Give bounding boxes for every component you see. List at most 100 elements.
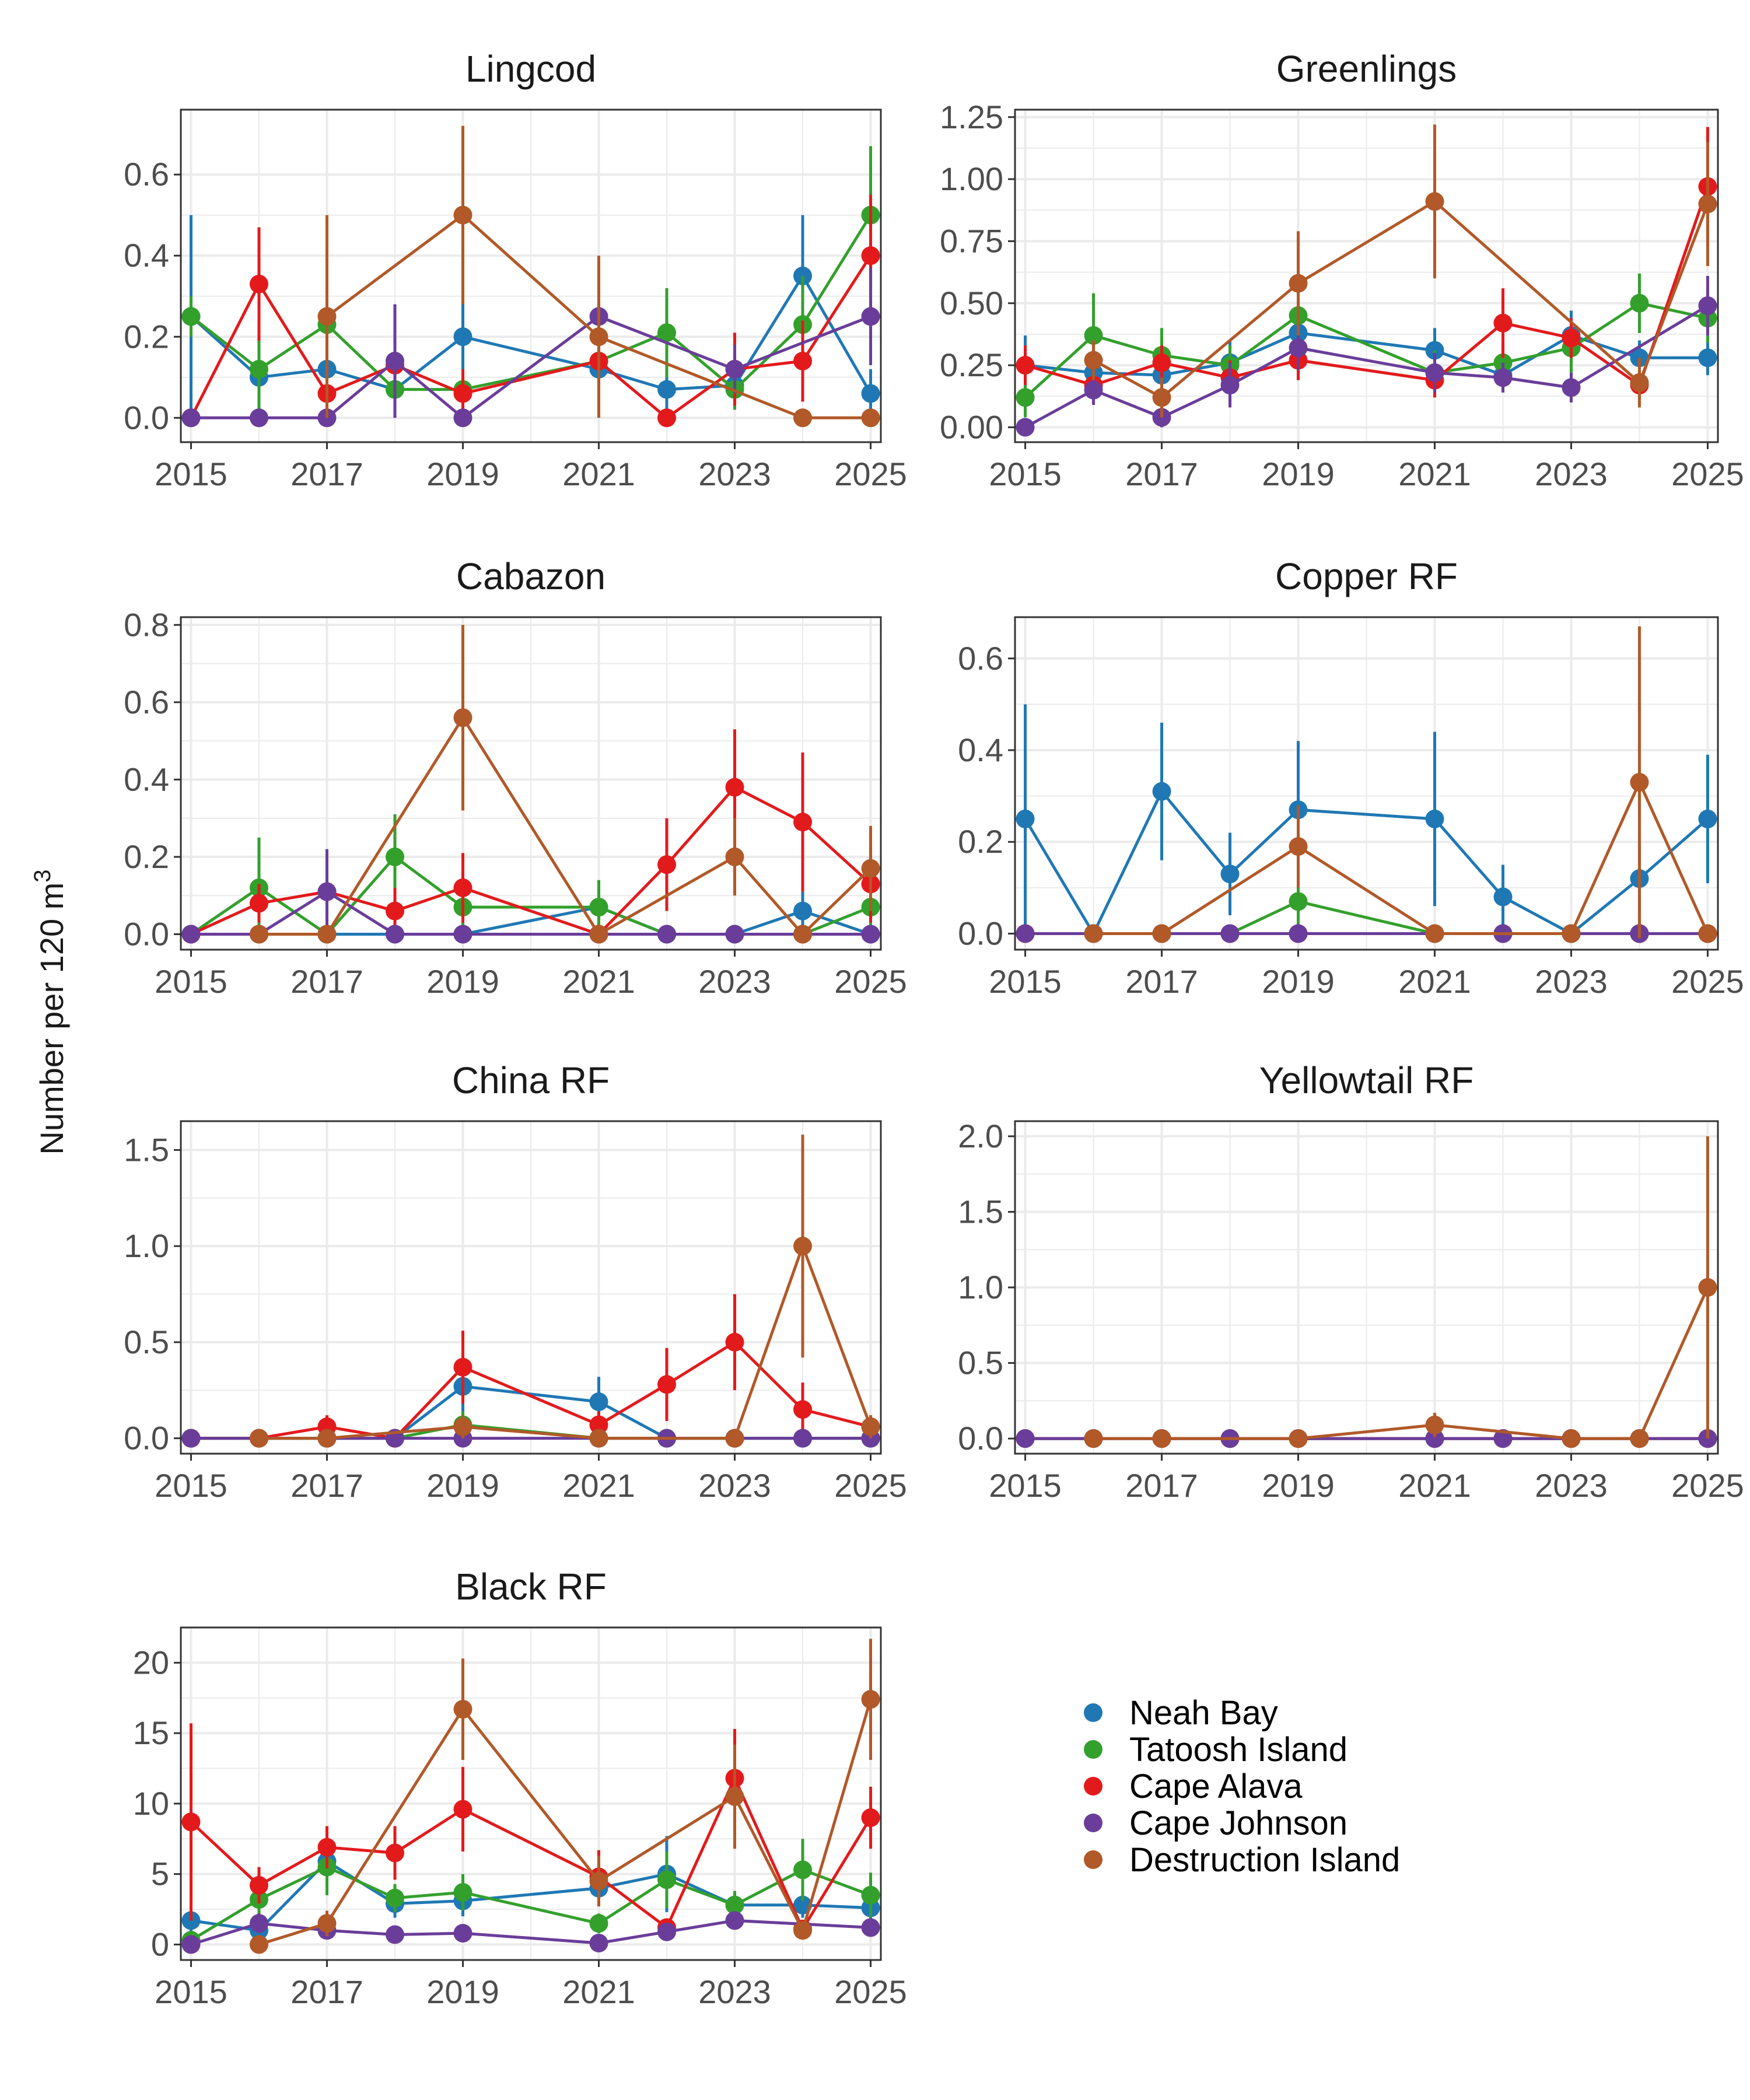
china-rf-data-point-neah-bay bbox=[589, 1392, 608, 1412]
black-rf-data-point-cape-alava bbox=[181, 1812, 201, 1832]
copper-rf-x-tick-label: 2019 bbox=[1262, 963, 1335, 1000]
legend-item-destruction-island: Destruction Island bbox=[1084, 1841, 1400, 1879]
copper-rf-y-tick-label: 0.0 bbox=[958, 915, 1003, 951]
cabazon-y-tick-label: 0.4 bbox=[124, 761, 169, 797]
cabazon-data-point-destruction-island bbox=[453, 708, 473, 727]
black-rf-data-point-tatoosh-island bbox=[861, 1885, 880, 1905]
lingcod-data-point-cape-johnson bbox=[181, 408, 201, 428]
greenlings-y-tick-label: 0.75 bbox=[940, 222, 1003, 259]
greenlings-data-point-cape-alava bbox=[1493, 313, 1513, 332]
cabazon-data-point-cape-alava bbox=[793, 813, 813, 832]
china-rf-y-tick-label: 1.0 bbox=[124, 1227, 169, 1264]
lingcod-x-tick-label: 2021 bbox=[562, 456, 635, 492]
black-rf-x-tick-label: 2023 bbox=[698, 1973, 771, 2010]
lingcod-series-cape-alava bbox=[181, 194, 880, 428]
yellowtail-rf-x-tick-label: 2023 bbox=[1535, 1467, 1608, 1504]
black-rf-x-tick-label: 2015 bbox=[155, 1973, 228, 2010]
lingcod-data-point-cape-alava bbox=[861, 246, 880, 265]
legend-label-tatoosh-island: Tatoosh Island bbox=[1129, 1731, 1348, 1769]
greenlings-x-tick-label: 2019 bbox=[1262, 456, 1335, 492]
panel-cabazon: 0.0 0.2 0.4 0.6 0.8 2015 2017 2019 2021 2023 2025 C… bbox=[124, 555, 907, 1000]
black-rf-data-point-tatoosh-island bbox=[657, 1870, 677, 1889]
greenlings-data-point-neah-bay bbox=[1698, 348, 1717, 368]
greenlings-x-tick-label: 2021 bbox=[1398, 456, 1471, 492]
lingcod-data-point-cape-johnson bbox=[249, 408, 268, 428]
black-rf-data-point-cape-alava bbox=[861, 1808, 880, 1828]
black-rf-data-point-cape-alava bbox=[453, 1800, 473, 1819]
lingcod-data-point-cape-alava bbox=[657, 408, 677, 428]
black-rf-series-destruction-island bbox=[249, 1639, 880, 1954]
black-rf-data-point-destruction-island bbox=[317, 1914, 337, 1933]
lingcod-data-point-tatoosh-island bbox=[657, 323, 677, 342]
black-rf-data-point-cape-johnson bbox=[725, 1911, 744, 1930]
cabazon-series-line-cape-alava bbox=[190, 785, 872, 936]
lingcod-data-point-cape-alava bbox=[453, 384, 473, 403]
china-rf-data-point-cape-alava bbox=[793, 1400, 813, 1419]
black-rf-y-tick-label: 20 bbox=[133, 1644, 169, 1681]
yellowtail-rf-data-point-destruction-island bbox=[1152, 1429, 1171, 1448]
lingcod-data-point-destruction-island bbox=[317, 307, 337, 326]
cabazon-x-tick-label: 2025 bbox=[834, 963, 907, 1000]
panel-lingcod: 0.0 0.2 0.4 0.6 2015 2017 2019 2021 2023 2025 Ling… bbox=[124, 48, 907, 492]
black-rf-y-tick-label: 15 bbox=[133, 1714, 169, 1751]
china-rf-data-point-destruction-island bbox=[725, 1429, 744, 1448]
greenlings-data-point-destruction-island bbox=[1425, 192, 1444, 211]
lingcod-data-point-destruction-island bbox=[861, 408, 880, 428]
black-rf-data-point-cape-johnson bbox=[861, 1918, 880, 1937]
cabazon-data-point-cape-johnson bbox=[861, 925, 880, 944]
china-rf-data-point-cape-alava bbox=[589, 1415, 608, 1434]
black-rf-data-point-destruction-island bbox=[453, 1700, 473, 1719]
legend-key-cape-alava bbox=[1084, 1777, 1102, 1796]
legend-key-neah-bay bbox=[1084, 1703, 1102, 1722]
cabazon-panel-title: Cabazon bbox=[456, 555, 606, 597]
china-rf-series-destruction-island bbox=[249, 1135, 880, 1448]
legend-label-cape-johnson: Cape Johnson bbox=[1129, 1804, 1348, 1842]
lingcod-x-tick-label: 2019 bbox=[426, 456, 499, 492]
cabazon-series-line-cape-johnson bbox=[191, 890, 871, 936]
lingcod-y-tick-label: 0.0 bbox=[124, 399, 169, 436]
legend-key-tatoosh-island bbox=[1084, 1740, 1102, 1759]
lingcod-y-tick-label: 0.4 bbox=[124, 237, 169, 274]
black-rf-y-tick-label: 5 bbox=[151, 1856, 169, 1892]
greenlings-y-tick-label: 0.50 bbox=[940, 285, 1003, 321]
greenlings-data-point-destruction-island bbox=[1152, 388, 1171, 407]
panel-copper-rf: 0.0 0.2 0.4 0.6 2015 2017 2019 2021 2023 2025 Copp… bbox=[958, 555, 1744, 1000]
black-rf-series-line-tatoosh-island bbox=[190, 1865, 872, 1942]
yellowtail-rf-x-tick-label: 2021 bbox=[1398, 1467, 1471, 1504]
greenlings-x-tick-label: 2023 bbox=[1535, 456, 1608, 492]
cabazon-x-tick-label: 2019 bbox=[426, 963, 499, 1000]
lingcod-data-point-neah-bay bbox=[657, 380, 677, 399]
black-rf-series-cape-johnson bbox=[181, 1911, 880, 1954]
lingcod-data-point-destruction-island bbox=[589, 327, 608, 346]
cabazon-data-point-cape-alava bbox=[657, 855, 677, 874]
copper-rf-x-tick-label: 2015 bbox=[989, 963, 1062, 1000]
yellowtail-rf-data-point-destruction-island bbox=[1425, 1415, 1444, 1434]
copper-rf-x-tick-label: 2021 bbox=[1398, 963, 1471, 1000]
yellowtail-rf-x-tick-label: 2017 bbox=[1125, 1467, 1198, 1504]
cabazon-x-tick-label: 2017 bbox=[290, 963, 363, 1000]
cabazon-data-point-cape-alava bbox=[385, 901, 404, 921]
china-rf-x-tick-label: 2015 bbox=[155, 1467, 228, 1504]
china-rf-data-point-destruction-island bbox=[589, 1429, 608, 1448]
greenlings-series-line-destruction-island bbox=[1093, 200, 1709, 400]
greenlings-series-line-tatoosh-island bbox=[1024, 302, 1709, 399]
china-rf-data-point-cape-alava bbox=[657, 1375, 677, 1394]
copper-rf-data-point-neah-bay bbox=[1425, 809, 1444, 828]
black-rf-data-point-tatoosh-island bbox=[453, 1883, 473, 1902]
lingcod-x-tick-label: 2017 bbox=[290, 456, 363, 492]
black-rf-data-point-tatoosh-island bbox=[793, 1860, 813, 1880]
greenlings-x-tick-label: 2017 bbox=[1125, 456, 1198, 492]
cabazon-y-tick-label: 0.2 bbox=[124, 838, 169, 875]
yellowtail-rf-y-tick-label: 0.5 bbox=[958, 1345, 1003, 1381]
legend-key-cape-johnson bbox=[1084, 1814, 1102, 1832]
china-rf-data-point-cape-johnson bbox=[793, 1429, 813, 1448]
yellowtail-rf-y-tick-label: 0.0 bbox=[958, 1420, 1003, 1457]
yellowtail-rf-data-point-destruction-island bbox=[1562, 1429, 1581, 1448]
yellowtail-rf-x-tick-label: 2015 bbox=[989, 1467, 1062, 1504]
black-rf-x-tick-label: 2021 bbox=[562, 1973, 635, 2010]
yellowtail-rf-panel-title: Yellowtail RF bbox=[1259, 1059, 1474, 1101]
cabazon-data-point-destruction-island bbox=[317, 925, 337, 944]
cabazon-data-point-tatoosh-island bbox=[589, 898, 608, 917]
copper-rf-panel-title: Copper RF bbox=[1275, 555, 1458, 597]
